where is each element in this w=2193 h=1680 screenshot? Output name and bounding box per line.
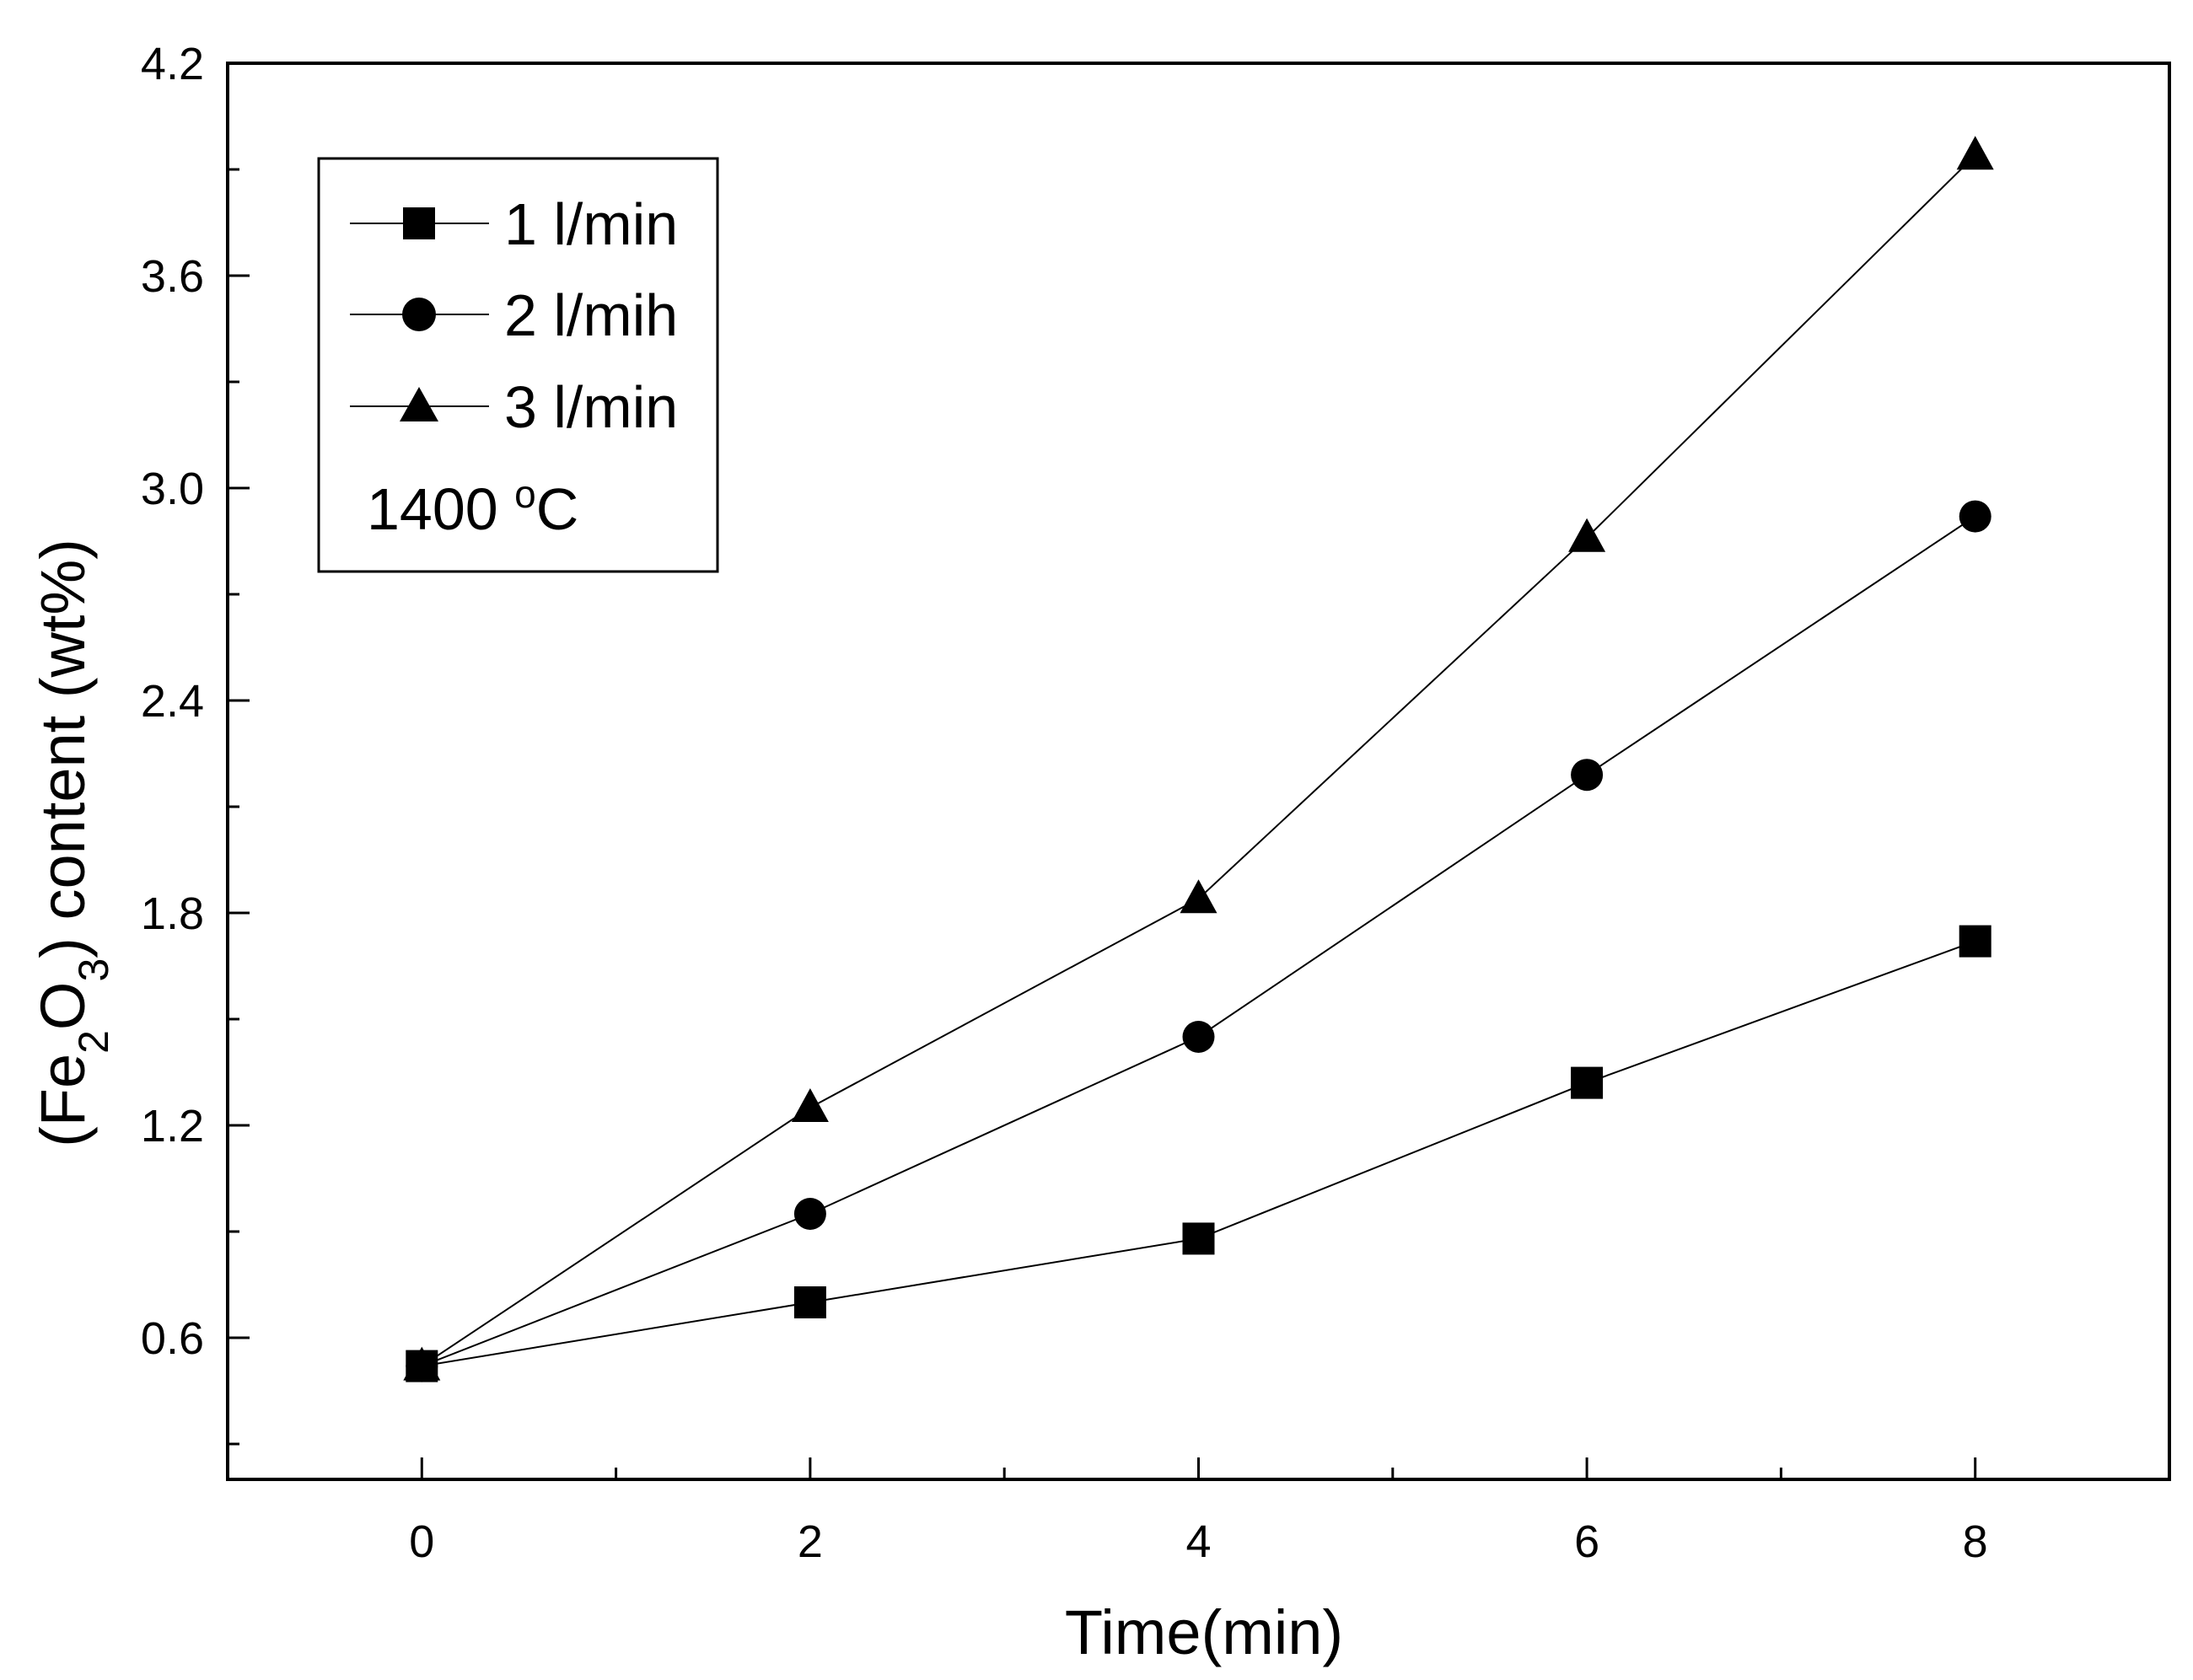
data-point-triangle — [1568, 518, 1606, 552]
data-point-triangle — [791, 1088, 829, 1122]
y-tick-label: 3.6 — [141, 251, 204, 302]
legend-marker-circle — [402, 298, 436, 331]
x-tick-label: 4 — [1185, 1516, 1211, 1567]
data-point-square — [1959, 925, 1991, 958]
y-tick-label: 1.2 — [141, 1101, 204, 1151]
data-point-circle — [1571, 759, 1604, 792]
axis-ticks: 0 2 4 6 8 0.6 1.2 1.8 2.4 3.0 3.6 4.2 — [141, 39, 1988, 1567]
legend-label-3: 3 l/min — [504, 374, 678, 440]
temperature-unit: C — [536, 476, 579, 542]
y-axis-title-sub2: 3 — [70, 958, 117, 982]
data-point-square — [1571, 1066, 1604, 1099]
degree-symbol: o — [514, 472, 536, 516]
y-axis-title-open: (Fe — [28, 1054, 98, 1147]
y-axis-title-sub1: 2 — [70, 1030, 117, 1054]
x-tick-label: 6 — [1574, 1516, 1599, 1567]
y-axis-title-close: ) content (wt%) — [28, 539, 98, 958]
y-tick-label: 0.6 — [141, 1313, 204, 1364]
temperature-value: 1400 — [367, 476, 514, 542]
x-tick-label: 2 — [798, 1516, 823, 1567]
legend-label-1: 1 l/min — [504, 191, 678, 257]
x-tick-label: 0 — [409, 1516, 434, 1567]
x-tick-label: 8 — [1963, 1516, 1988, 1567]
y-tick-label: 2.4 — [141, 676, 204, 727]
y-tick-label: 3.0 — [141, 464, 204, 514]
series-layer — [403, 136, 1994, 1382]
legend-box — [317, 157, 719, 573]
y-tick-label: 4.2 — [141, 39, 204, 89]
series-line-1 — [422, 940, 1976, 1367]
data-point-square — [793, 1286, 826, 1318]
data-point-triangle — [1180, 879, 1217, 914]
y-tick-label: 1.8 — [141, 888, 204, 939]
legend-marker-square — [403, 207, 435, 239]
data-point-circle — [793, 1198, 826, 1230]
data-point-triangle — [403, 1346, 441, 1381]
x-axis-title: Time(min) — [1065, 1597, 1343, 1667]
legend: 1 l/min 2 l/mih 3 l/min 1400 oC — [317, 157, 719, 573]
data-point-circle — [1182, 1021, 1215, 1053]
y-axis-title: (Fe2O3) content (wt%) — [28, 539, 117, 1147]
data-point-square — [1182, 1222, 1215, 1255]
data-point-triangle — [1956, 136, 1994, 170]
y-axis-title-mid: O — [28, 982, 98, 1031]
legend-label-2: 2 l/mih — [504, 282, 678, 348]
legend-marker-triangle — [400, 387, 438, 421]
temperature-annotation: 1400 oC — [367, 472, 578, 542]
data-point-circle — [1959, 500, 1991, 533]
